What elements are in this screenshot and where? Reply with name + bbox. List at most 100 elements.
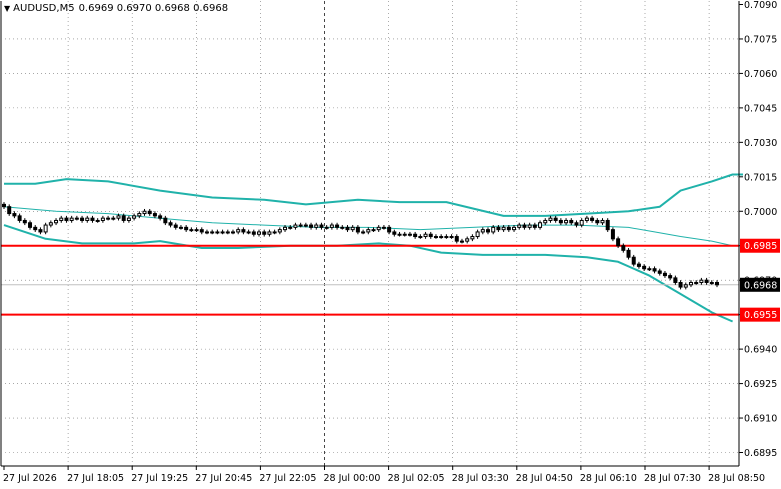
- candle-body: [527, 224, 532, 228]
- candle-body: [694, 281, 699, 284]
- y-tick-label: 0.6925: [744, 379, 777, 390]
- bands-layer: [3, 173, 743, 323]
- candle-body: [418, 236, 423, 239]
- candle-body: [298, 224, 303, 227]
- x-axis-ticks: 27 Jul 2026 27 Jul 18:05 27 Jul 19:25 27 Ju…: [3, 466, 765, 484]
- candle-body: [12, 213, 17, 217]
- candle-body: [22, 219, 27, 224]
- x-tick-label: 28 Jul 07:30: [644, 473, 701, 484]
- quote-label: 0.6969 0.6970 0.6968 0.6968: [78, 3, 229, 14]
- band-middle-line: [3, 206, 733, 247]
- candle-body: [402, 233, 407, 236]
- candle-body: [80, 217, 85, 221]
- x-tick-label: 28 Jul 04:50: [516, 473, 573, 484]
- candle-body: [522, 224, 527, 228]
- candle-body: [605, 219, 610, 231]
- chart-header: ▼ AUDUSD,M5 0.6969 0.6970 0.6968 0.6968: [4, 3, 228, 14]
- candle-body: [647, 268, 652, 271]
- triangle-down-icon[interactable]: ▼: [4, 4, 11, 13]
- candle-body: [309, 224, 314, 228]
- candle-body: [470, 236, 475, 240]
- candle-body: [100, 217, 105, 221]
- candle-body: [314, 224, 319, 228]
- x-tick-label: 28 Jul 06:10: [580, 473, 637, 484]
- x-tick-label: 27 Jul 2026: [3, 473, 57, 484]
- level-price-tag-label: 0.6955: [744, 310, 777, 321]
- candle-body: [610, 229, 615, 240]
- y-tick-label: 0.7075: [744, 34, 777, 45]
- candle-body: [454, 236, 459, 242]
- candle-body: [69, 217, 74, 221]
- candle-body: [407, 233, 412, 236]
- candle-body: [158, 215, 163, 219]
- candle-body: [428, 233, 433, 238]
- y-tick-label: 0.6940: [744, 345, 777, 356]
- x-tick-label: 27 Jul 19:25: [131, 473, 188, 484]
- y-tick-label: 0.7000: [744, 207, 777, 218]
- candle-body: [106, 217, 111, 220]
- candle-body: [491, 226, 496, 233]
- y-tick-label: 0.6895: [744, 448, 777, 459]
- candle-body: [48, 222, 53, 226]
- x-tick-label: 28 Jul 08:50: [708, 473, 765, 484]
- candle-body: [538, 222, 543, 228]
- candle-body: [116, 215, 121, 219]
- candle-body: [636, 263, 641, 267]
- candle-body: [277, 229, 282, 233]
- candle-body: [324, 226, 329, 229]
- candle-body: [381, 226, 386, 229]
- candle-body: [355, 226, 360, 233]
- candle-body: [241, 229, 246, 233]
- candle-body: [111, 217, 116, 220]
- candle-body: [163, 217, 168, 224]
- candle-body: [168, 222, 173, 226]
- candle-body: [283, 226, 288, 231]
- x-tick-label: 28 Jul 02:05: [388, 473, 445, 484]
- levels-layer[interactable]: [1, 244, 739, 316]
- candle-body: [548, 217, 553, 221]
- candle-body: [95, 219, 100, 222]
- candle-body: [688, 281, 693, 286]
- candle-body: [558, 219, 563, 224]
- candle-body: [38, 229, 43, 233]
- x-tick-label: 28 Jul 03:30: [452, 473, 509, 484]
- y-tick-label: 0.7030: [744, 138, 777, 149]
- candle-body: [517, 224, 522, 228]
- candle-body: [569, 219, 574, 224]
- band-lower-line: [3, 224, 734, 323]
- candle-body: [329, 224, 334, 228]
- candle-body: [189, 229, 194, 232]
- candle-body: [262, 231, 267, 235]
- candle-body: [652, 268, 657, 272]
- candle-body: [564, 219, 569, 224]
- candle-body: [595, 219, 600, 224]
- candle-body: [230, 231, 235, 234]
- candle-body: [7, 206, 12, 215]
- current-price-tag: [740, 277, 780, 292]
- candle-body: [662, 272, 667, 277]
- y-tick-label: 0.7045: [744, 103, 777, 114]
- candle-body: [397, 233, 402, 236]
- candle-body: [704, 279, 709, 283]
- candle-body: [293, 224, 298, 228]
- candle-body: [178, 226, 183, 229]
- candle-body: [225, 231, 230, 234]
- price-tags: 0.6985 0.6955 0.6968: [740, 238, 780, 322]
- candle-body: [319, 224, 324, 228]
- candle-body: [668, 275, 673, 279]
- candle-body: [642, 265, 647, 270]
- candle-body: [673, 277, 678, 283]
- candle-body: [43, 224, 48, 233]
- candle-body: [709, 281, 714, 284]
- candle-body: [345, 226, 350, 231]
- candle-body: [433, 236, 438, 239]
- candle-body: [85, 217, 90, 221]
- candle-body: [173, 224, 178, 228]
- candles-layer: [2, 202, 719, 290]
- candle-body: [590, 217, 595, 221]
- candle-body: [465, 238, 470, 242]
- candle-body: [17, 215, 22, 221]
- candle-body: [194, 229, 199, 232]
